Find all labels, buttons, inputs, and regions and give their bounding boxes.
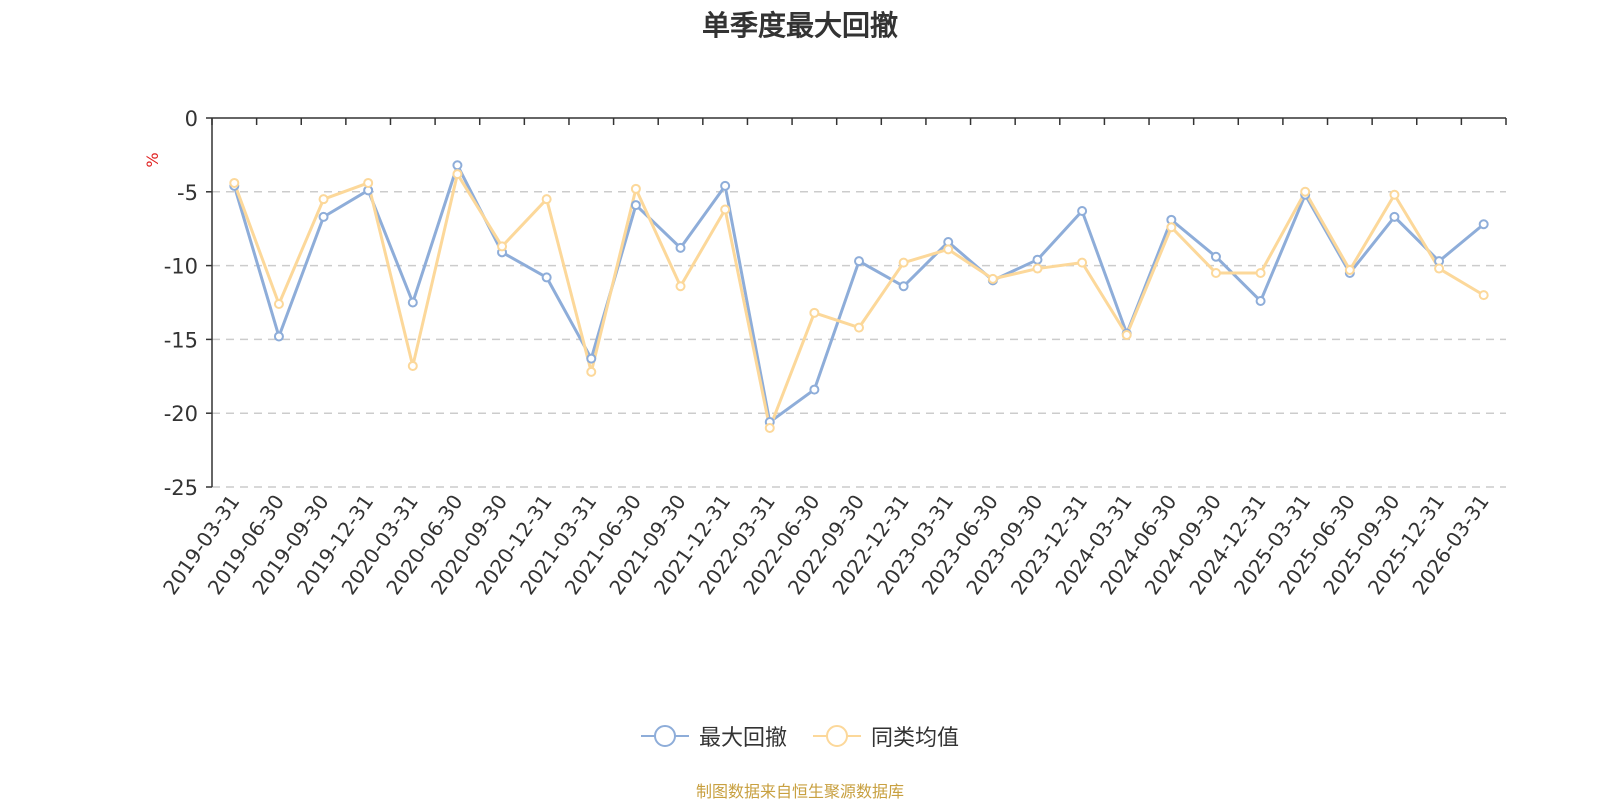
series-lines [229,160,1489,433]
data-point-series-2 [854,322,864,333]
data-point-series-2 [809,307,820,318]
data-point-series-1 [720,180,731,191]
legend-label: 同类均值 [871,726,960,751]
data-point-series-1 [1210,251,1221,262]
data-point-series-2 [764,422,775,433]
data-point-series-2 [1300,186,1311,197]
source-note: 制图数据来自恒生聚源数据库 [695,782,904,801]
legend-marker-icon [813,725,861,747]
axes: 0-5-10-15-20-252019-03-312019-06-302019-… [158,107,1507,599]
data-point-series-2 [229,177,240,188]
line-chart: 0-5-10-15-20-252019-03-312019-06-302019-… [143,107,1507,599]
data-point-series-2 [1121,329,1132,340]
data-point-series-1 [541,272,552,283]
data-point-series-1 [854,256,864,267]
data-point-series-1 [630,200,641,211]
data-point-series-1 [898,281,909,292]
chart-title: 单季度最大回撤 [701,9,898,42]
legend-label: 最大回撤 [698,726,787,751]
y-tick-label: -5 [177,181,198,205]
data-point-series-1 [586,353,597,364]
data-point-series-1 [1077,205,1088,216]
data-point-series-2 [363,177,374,188]
data-point-series-2 [1344,265,1355,276]
data-point-series-2 [318,194,329,205]
legend-item-series-2[interactable]: 同类均值 [813,720,959,752]
y-tick-label: -20 [164,402,198,426]
data-point-series-2 [720,204,731,215]
data-point-series-2 [1434,263,1445,274]
data-point-series-1 [318,211,329,222]
data-point-series-1 [1389,211,1400,222]
y-tick-label: -25 [164,476,198,500]
data-point-series-2 [898,257,909,268]
data-point-series-2 [541,194,552,205]
data-point-series-2 [586,366,597,377]
data-point-series-1 [452,160,463,171]
series-line-1 [232,163,1485,424]
data-point-series-2 [1166,222,1177,233]
y-tick-label: 0 [185,107,198,131]
data-point-series-2 [987,273,998,284]
data-point-series-2 [1032,263,1043,274]
data-point-series-1 [273,331,284,342]
legend: 最大回撤 同类均值 [0,720,1600,752]
data-point-series-2 [1255,267,1266,278]
y-tick-label: -15 [164,328,198,352]
data-point-series-1 [1255,296,1266,307]
legend-item-series-1[interactable]: 最大回撤 [640,720,787,752]
data-point-series-2 [1077,257,1088,268]
data-point-series-1 [1032,254,1043,265]
data-point-series-2 [273,298,284,309]
legend-marker-icon [640,725,689,747]
data-point-series-1 [1478,219,1489,230]
data-point-series-1 [407,297,418,308]
data-point-series-2 [630,183,641,194]
data-point-series-2 [1478,290,1489,301]
data-point-series-2 [452,169,463,180]
data-point-series-2 [675,281,686,292]
data-point-series-2 [407,360,418,371]
data-point-series-2 [943,244,954,255]
data-point-series-1 [675,242,686,253]
data-point-series-2 [1389,189,1400,200]
data-point-series-1 [809,384,820,395]
data-point-series-2 [497,241,508,252]
y-axis-unit-label: % [143,152,162,167]
data-point-series-2 [1210,267,1221,278]
y-tick-label: -10 [164,255,198,279]
